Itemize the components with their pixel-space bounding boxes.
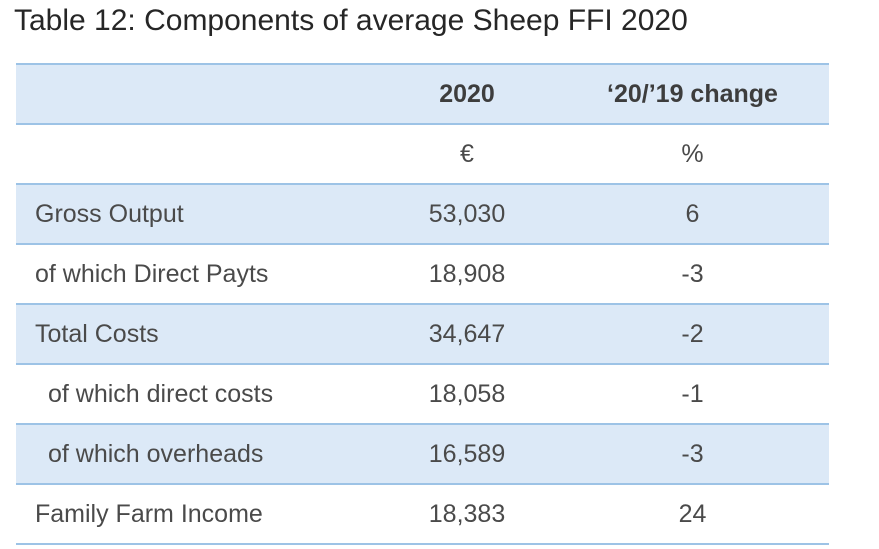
row-value: 18,908 xyxy=(428,259,506,288)
table-row: of which direct costs 18,058 -1 xyxy=(16,365,829,425)
row-label: Gross Output xyxy=(35,199,184,228)
row-label: of which direct costs xyxy=(48,379,274,408)
table-title: Table 12: Components of average Sheep FF… xyxy=(14,4,688,37)
table-header-row: 2020 ‘20/’19 change xyxy=(16,65,829,125)
units-percent: % xyxy=(681,139,704,168)
row-label: Family Farm Income xyxy=(35,499,263,528)
table-row: Family Farm Income 18,383 24 xyxy=(16,485,829,545)
row-value: 53,030 xyxy=(428,199,506,228)
row-change: -2 xyxy=(681,319,704,348)
ffi-components-table: 2020 ‘20/’19 change € % Gross Output 53,… xyxy=(16,63,829,545)
units-euro: € xyxy=(460,139,474,168)
row-change: -1 xyxy=(681,379,704,408)
table-row: of which overheads 16,589 -3 xyxy=(16,425,829,485)
row-value: 16,589 xyxy=(428,439,506,468)
row-value: 18,383 xyxy=(428,499,506,528)
row-label: of which Direct Payts xyxy=(35,259,269,288)
row-value: 34,647 xyxy=(428,319,506,348)
row-label: of which overheads xyxy=(48,439,264,468)
table-row: Gross Output 53,030 6 xyxy=(16,185,829,245)
header-change: ‘20/’19 change xyxy=(607,79,778,108)
header-2020: 2020 xyxy=(439,79,495,108)
units-row: € % xyxy=(16,125,829,185)
row-change: 6 xyxy=(685,199,700,228)
table-row: of which Direct Payts 18,908 -3 xyxy=(16,245,829,305)
row-label: Total Costs xyxy=(35,319,159,348)
row-change: -3 xyxy=(681,439,704,468)
table-row: Total Costs 34,647 -2 xyxy=(16,305,829,365)
row-change: 24 xyxy=(678,499,707,528)
row-value: 18,058 xyxy=(428,379,506,408)
row-change: -3 xyxy=(681,259,704,288)
